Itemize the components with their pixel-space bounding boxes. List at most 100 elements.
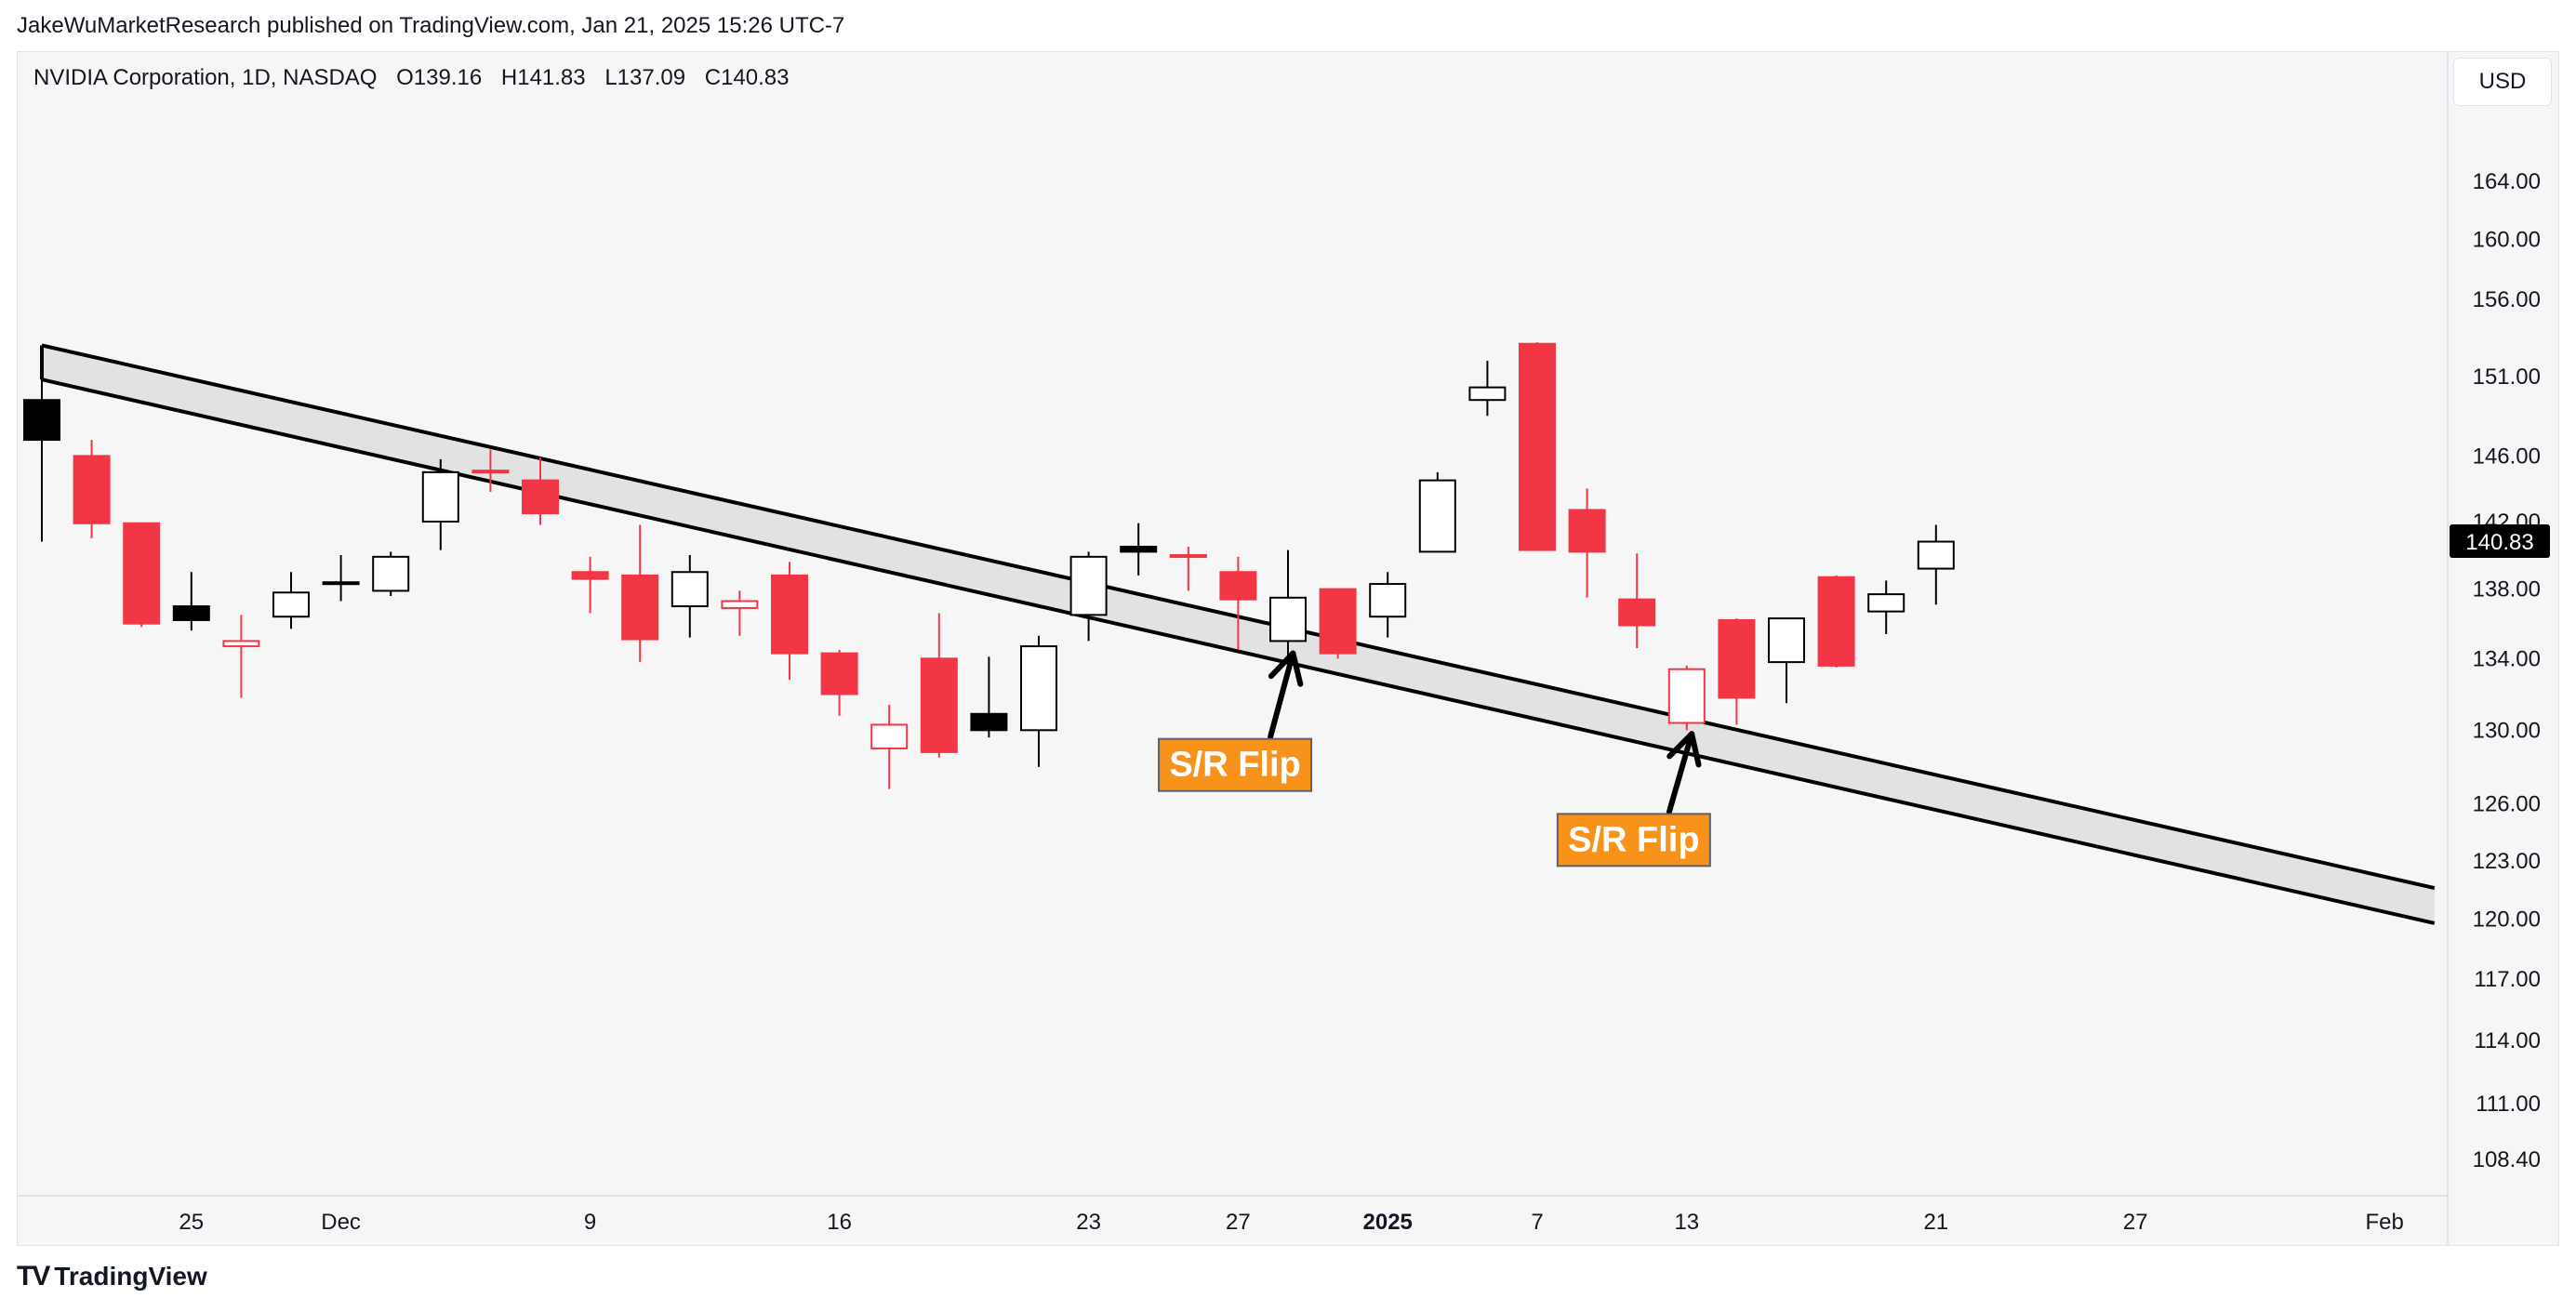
candle-body xyxy=(671,571,709,608)
candle xyxy=(172,572,210,631)
candle-body xyxy=(1817,576,1855,667)
candle-body xyxy=(522,479,559,515)
candle xyxy=(1618,553,1656,648)
candle-body xyxy=(820,652,858,695)
candle-body xyxy=(920,657,958,753)
sr-flip-label-box xyxy=(1158,737,1313,792)
candle-body xyxy=(1667,668,1706,724)
price-tick-label: 134.00 xyxy=(2473,646,2541,671)
brand-name: TradingView xyxy=(54,1262,207,1291)
symbol-info: NVIDIA Corporation, 1D, NASDAQ O139.16 H… xyxy=(33,65,803,91)
candle xyxy=(23,347,60,542)
time-tick-label: 16 xyxy=(827,1210,852,1235)
time-tick-label: 9 xyxy=(584,1210,596,1235)
candle-body xyxy=(1418,479,1456,553)
price-tick-label: 120.00 xyxy=(2473,907,2541,933)
price-tick-label: 123.00 xyxy=(2473,849,2541,874)
candle xyxy=(471,449,510,492)
time-tick-label: Feb xyxy=(2366,1210,2404,1235)
candle xyxy=(222,615,260,698)
candle xyxy=(1817,575,1855,668)
candle xyxy=(621,524,659,663)
time-tick-label: 21 xyxy=(1923,1210,1948,1235)
candle-body xyxy=(571,571,609,580)
candle-body xyxy=(222,640,260,648)
candle xyxy=(721,590,759,636)
candle-body xyxy=(272,591,310,618)
candle-body xyxy=(23,399,60,442)
annotations: S/R Flip S/R Flip xyxy=(1158,650,1711,867)
candle xyxy=(522,457,559,525)
candle xyxy=(1369,572,1407,638)
price-axis: 164.00160.00156.00151.00146.00142.00138.… xyxy=(2450,169,2550,1172)
currency-button[interactable]: USD xyxy=(2453,58,2552,106)
sr-flip-label: S/R Flip xyxy=(1169,746,1300,785)
price-tick-label: 126.00 xyxy=(2473,792,2541,817)
ohlc-low: L137.09 xyxy=(604,65,686,90)
price-tick-label: 164.00 xyxy=(2473,169,2541,194)
arrow-shaft xyxy=(1666,731,1695,815)
candle xyxy=(1069,551,1108,642)
candle-body xyxy=(1768,617,1805,664)
time-tick-label: 13 xyxy=(1674,1210,1699,1235)
candle xyxy=(820,649,858,716)
time-tick-label: 2025 xyxy=(1363,1210,1413,1235)
sr-flip-label: S/R Flip xyxy=(1568,820,1699,859)
candles xyxy=(23,342,1955,789)
candle-body xyxy=(1867,593,1905,613)
candle xyxy=(1269,550,1307,656)
candle-body xyxy=(1169,554,1207,559)
candle xyxy=(1020,635,1057,767)
arrow-head xyxy=(1666,731,1702,768)
tradingview-logo-icon: TV xyxy=(17,1261,50,1291)
publish-header: JakeWuMarketResearch published on Tradin… xyxy=(17,13,845,38)
time-axis: 25 Dec 9 16 23 27 2025 7 13 21 27 Feb xyxy=(179,1210,2403,1235)
candle-body xyxy=(1718,618,1756,699)
candle-body xyxy=(471,470,510,474)
candle xyxy=(771,562,808,681)
candle xyxy=(272,572,310,629)
candle xyxy=(322,555,360,602)
candle-body xyxy=(1120,545,1158,553)
candle xyxy=(123,522,161,628)
symbol-name: NVIDIA Corporation, 1D, NASDAQ xyxy=(33,65,378,90)
candle-body xyxy=(1269,596,1307,642)
time-tick-label: 27 xyxy=(1226,1210,1251,1235)
candle-body xyxy=(1069,555,1108,616)
time-tick-label: 23 xyxy=(1076,1210,1101,1235)
candle xyxy=(1867,580,1905,634)
candle-body xyxy=(771,574,808,655)
time-tick-label: Dec xyxy=(321,1210,361,1235)
candle-body xyxy=(1020,645,1057,732)
price-tick-label: 146.00 xyxy=(2473,444,2541,469)
candle-body xyxy=(970,712,1008,732)
price-tick-label: 151.00 xyxy=(2473,364,2541,390)
candle xyxy=(1418,471,1456,553)
candle xyxy=(73,440,111,538)
candle xyxy=(1468,361,1507,417)
candle xyxy=(1718,618,1756,725)
candle-body xyxy=(172,605,210,621)
candle xyxy=(1319,588,1357,659)
time-tick-label: 27 xyxy=(2123,1210,2148,1235)
sr-flip-label-box xyxy=(1556,813,1711,867)
candle xyxy=(1917,524,1955,605)
tradingview-brand[interactable]: TV TradingView xyxy=(17,1261,207,1292)
price-tick-label: 130.00 xyxy=(2473,718,2541,743)
candle xyxy=(571,556,609,614)
candle-body xyxy=(621,574,659,641)
candle xyxy=(1519,342,1556,551)
candle-body xyxy=(123,522,161,625)
time-tick-label: 25 xyxy=(179,1210,204,1235)
candle-body xyxy=(1468,386,1507,402)
candle xyxy=(671,555,709,638)
candle-body xyxy=(322,581,360,586)
candle-body xyxy=(1568,509,1606,553)
candle-body xyxy=(1369,583,1407,618)
candle xyxy=(870,705,909,789)
candle-body xyxy=(421,470,459,523)
last-price-label: 140.83 xyxy=(2465,530,2533,555)
candle-body xyxy=(1319,588,1357,655)
time-tick-label: 7 xyxy=(1531,1210,1543,1235)
